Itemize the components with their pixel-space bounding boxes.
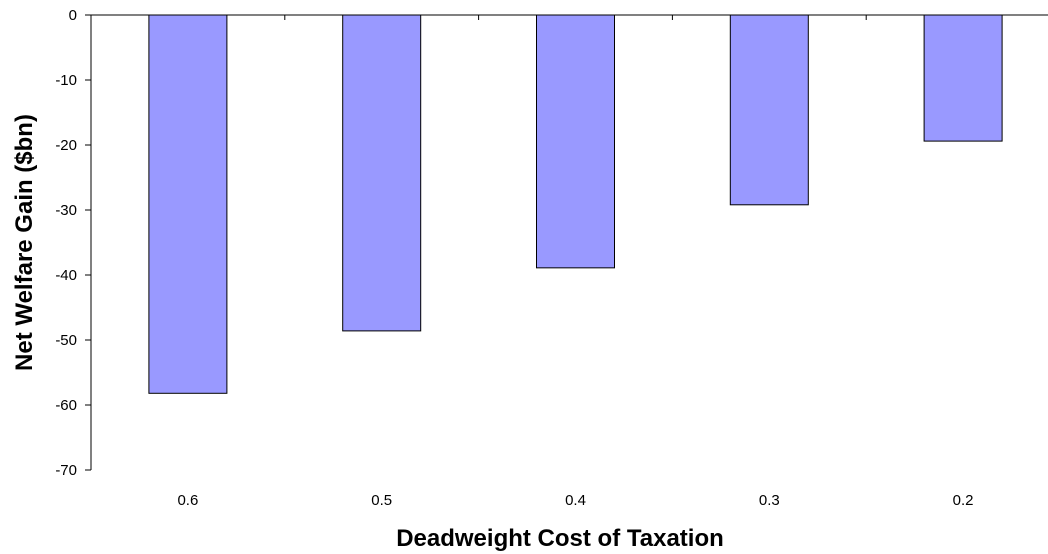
y-tick-label: -50 <box>55 332 77 349</box>
axes-layer <box>90 14 1048 470</box>
y-tick-label: -30 <box>55 202 77 219</box>
bars-layer <box>148 14 1003 394</box>
bar-0.4 <box>536 14 615 269</box>
x-tick-label: 0.5 <box>371 492 392 509</box>
x-tick-label: 0.6 <box>177 492 198 509</box>
x-tick-label: 0.4 <box>565 492 586 509</box>
bar-0.3 <box>729 14 809 206</box>
x-ticks: 0.6 0.5 0.4 0.3 0.2 <box>90 15 974 509</box>
bar-0.6 <box>148 14 228 394</box>
bar-0.5 <box>342 14 422 332</box>
y-ticks: 0 -10 -20 -30 -40 -50 -60 -70 <box>55 7 91 479</box>
bar-0.2 <box>923 14 1003 142</box>
y-tick-label: 0 <box>69 7 77 24</box>
x-tick-label: 0.2 <box>953 492 974 509</box>
y-tick-label: -70 <box>55 462 77 479</box>
x-tick-label: 0.3 <box>759 492 780 509</box>
y-tick-label: -60 <box>55 397 77 414</box>
y-axis-title: Net Welfare Gain ($bn) <box>11 114 38 371</box>
y-tick-label: -20 <box>55 137 77 154</box>
y-tick-label: -10 <box>55 72 77 89</box>
y-tick-label: -40 <box>55 267 77 284</box>
x-axis-title: Deadweight Cost of Taxation <box>396 525 724 552</box>
